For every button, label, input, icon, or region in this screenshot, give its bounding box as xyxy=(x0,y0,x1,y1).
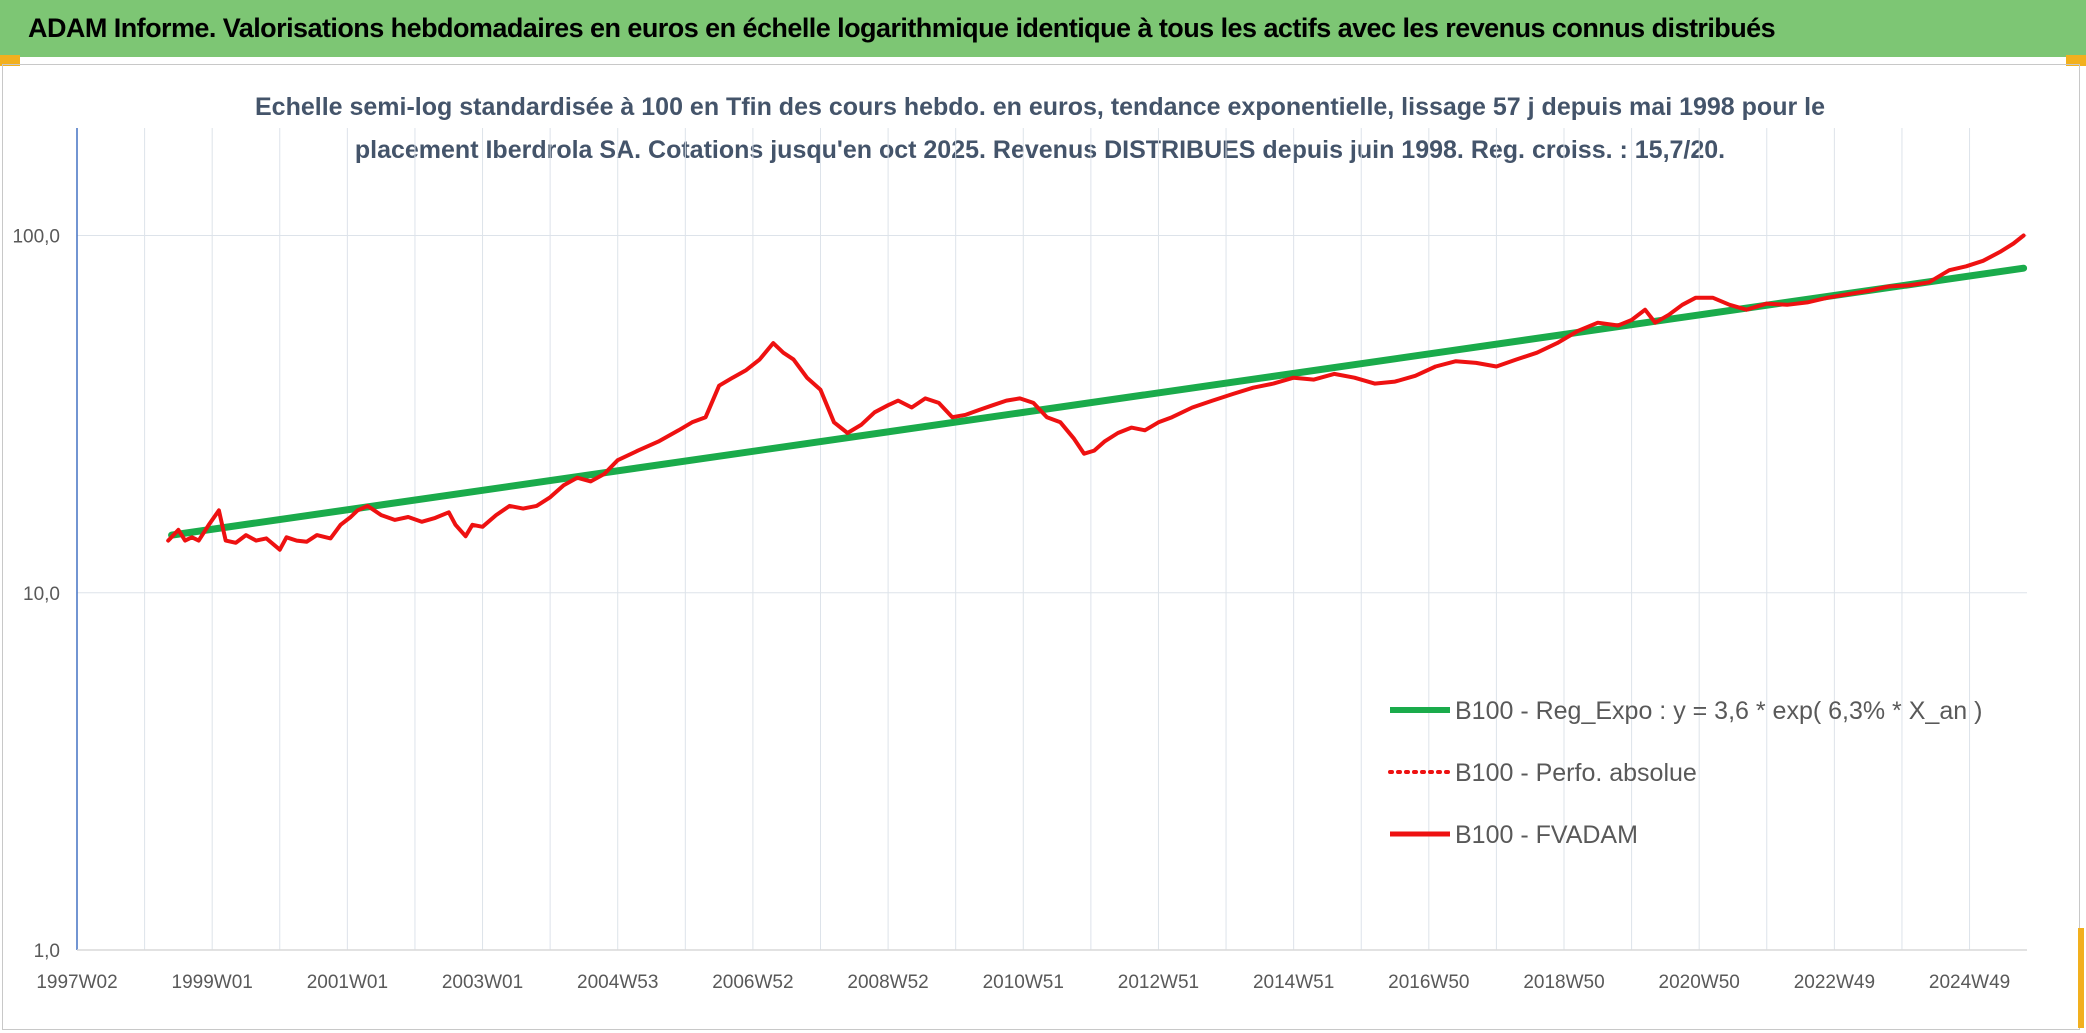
x-tick-label: 2024W49 xyxy=(1929,972,2010,993)
chart-legend: B100 - Reg_Expo : y = 3,6 * exp( 6,3% * … xyxy=(1388,697,1982,849)
x-tick-label: 1997W02 xyxy=(36,972,117,993)
chart-title-line-1: Echelle semi-log standardisée à 100 en T… xyxy=(255,93,1825,121)
y-tick-label: 1,0 xyxy=(34,941,60,962)
corner-accent-right xyxy=(2066,55,2086,66)
series-line-fvadam xyxy=(166,233,2026,552)
chart-grid xyxy=(76,128,2027,951)
chart-tick-labels: 1,0 10,0 100,0 1997W02 1999W01 2001W01 2003W01… xyxy=(12,227,2010,993)
x-tick-label: 2022W49 xyxy=(1794,972,1875,993)
legend-label-perfo: B100 - Perfo. absolue xyxy=(1455,759,1697,787)
legend-label-fvadam: B100 - FVADAM xyxy=(1455,821,1638,849)
chart-frame xyxy=(2,64,2080,1030)
header-banner: ADAM Informe. Valorisations hebdomadaire… xyxy=(0,0,2086,57)
page-title: ADAM Informe. Valorisations hebdomadaire… xyxy=(28,13,1776,43)
x-tick-label: 2012W51 xyxy=(1118,972,1199,993)
x-tick-label: 2003W01 xyxy=(442,972,523,993)
x-tick-label: 2016W50 xyxy=(1388,972,1469,993)
right-edge-accent xyxy=(2078,928,2084,1028)
x-tick-label: 2004W53 xyxy=(577,972,658,993)
x-tick-label: 1999W01 xyxy=(172,972,253,993)
x-tick-label: 2018W50 xyxy=(1523,972,1604,993)
x-tick-label: 2006W52 xyxy=(712,972,793,993)
chart-axes xyxy=(76,128,2027,951)
y-tick-label: 100,0 xyxy=(12,227,60,248)
x-tick-label: 2001W01 xyxy=(307,972,388,993)
chart-series xyxy=(166,233,2028,552)
x-tick-label: 2008W52 xyxy=(847,972,928,993)
series-line-regression xyxy=(168,264,2028,539)
chart-title-line-2: placement Iberdrola SA. Cotations jusqu'… xyxy=(355,136,1725,164)
x-tick-label: 2020W50 xyxy=(1659,972,1740,993)
x-tick-label: 2014W51 xyxy=(1253,972,1334,993)
chart-title: Echelle semi-log standardisée à 100 en T… xyxy=(255,93,1825,164)
x-tick-label: 2010W51 xyxy=(983,972,1064,993)
corner-accent-left xyxy=(0,55,20,66)
legend-label-regression: B100 - Reg_Expo : y = 3,6 * exp( 6,3% * … xyxy=(1455,697,1982,725)
y-tick-label: 10,0 xyxy=(23,584,60,605)
